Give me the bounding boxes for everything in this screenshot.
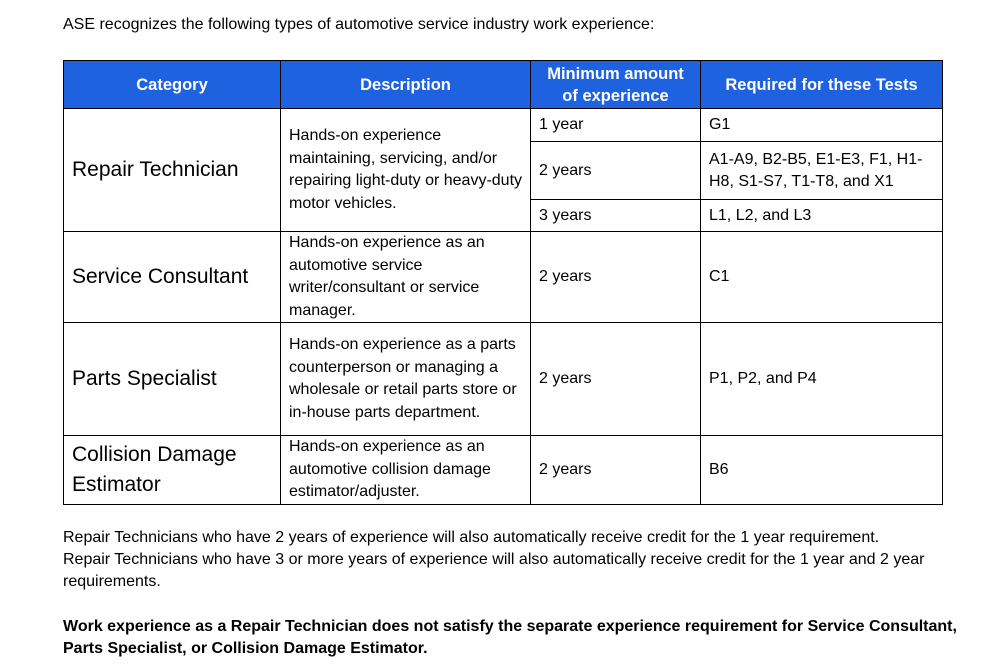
table-row: Parts Specialist Hands-on experience as … (63, 322, 943, 436)
tests-cell: L1, L2, and L3 (700, 199, 943, 232)
tests-cell: B6 (700, 435, 943, 505)
description-service-consultant: Hands-on experience as an automotive ser… (280, 231, 531, 323)
header-minimum-experience: Minimum amount of experience (530, 60, 701, 109)
description-parts-specialist: Hands-on experience as a parts counterpe… (280, 322, 531, 436)
category-repair-technician: Repair Technician (63, 108, 281, 232)
years-cell: 2 years (530, 141, 701, 200)
years-cell: 2 years (530, 231, 701, 323)
tests-cell: C1 (700, 231, 943, 323)
table-row: 2 years A1-A9, B2-B5, E1-E3, F1, H1-H8, … (64, 141, 943, 200)
years-cell: 2 years (530, 322, 701, 436)
table-row: 3 years L1, L2, and L3 (64, 199, 943, 232)
category-collision-damage-estimator: Collision Damage Estimator (63, 435, 281, 505)
table-row: Service Consultant Hands-on experience a… (63, 231, 943, 323)
header-description: Description (280, 60, 531, 109)
category-service-consultant: Service Consultant (63, 231, 281, 323)
note-paragraph: Repair Technicians who have 2 years of e… (63, 529, 880, 546)
header-row: Category Description Minimum amount of e… (63, 60, 943, 109)
description-collision-damage-estimator: Hands-on experience as an automotive col… (280, 435, 531, 505)
bold-note: Work experience as a Repair Technician d… (63, 618, 957, 657)
notes-section: Repair Technicians who have 2 years of e… (63, 527, 963, 593)
years-cell: 3 years (530, 199, 701, 232)
note-paragraph: Repair Technicians who have 3 or more ye… (63, 551, 925, 590)
table-row: Repair Technician Hands-on experience ma… (63, 108, 943, 232)
years-cell: 2 years (530, 435, 701, 505)
tests-cell: A1-A9, B2-B5, E1-E3, F1, H1-H8, S1-S7, T… (700, 141, 943, 200)
category-parts-specialist: Parts Specialist (63, 322, 281, 436)
experience-table: Category Description Minimum amount of e… (63, 60, 943, 505)
intro-text: ASE recognizes the following types of au… (63, 16, 655, 33)
header-required-tests: Required for these Tests (700, 60, 943, 109)
header-category: Category (63, 60, 281, 109)
table-row: Collision Damage Estimator Hands-on expe… (63, 435, 943, 505)
tests-cell: P1, P2, and P4 (700, 322, 943, 436)
years-cell: 1 year (530, 108, 701, 142)
description-repair-technician: Hands-on experience maintaining, servici… (280, 108, 531, 232)
tests-cell: G1 (700, 108, 943, 142)
